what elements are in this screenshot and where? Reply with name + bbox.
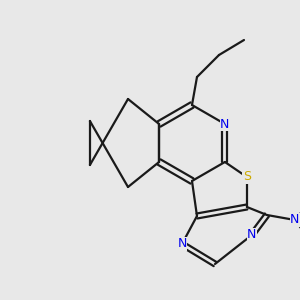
Text: N: N: [290, 214, 300, 226]
Text: N: N: [220, 118, 230, 130]
Text: S: S: [243, 170, 251, 184]
Text: N: N: [177, 238, 187, 250]
Text: N: N: [247, 229, 256, 242]
